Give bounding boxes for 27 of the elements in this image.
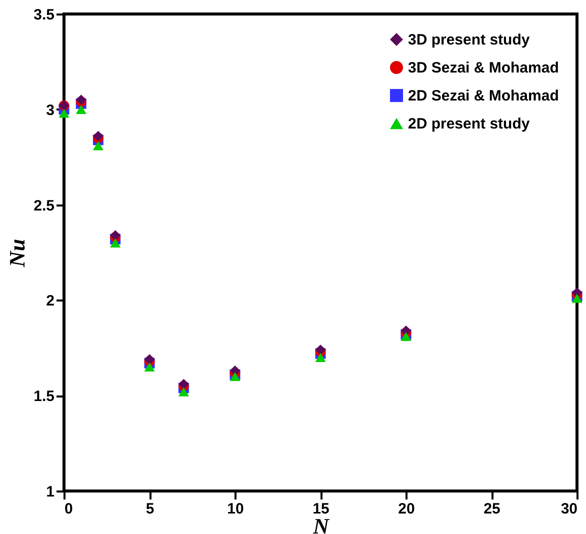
point — [230, 372, 240, 382]
point — [144, 362, 155, 372]
y-axis-title: Nu — [4, 238, 30, 268]
x-tick-label: 0 — [64, 500, 73, 518]
point — [315, 352, 326, 362]
point — [110, 238, 121, 248]
point — [178, 387, 189, 396]
x-tick-label: 20 — [398, 500, 415, 518]
x-tick-label: 10 — [227, 500, 244, 518]
point — [92, 141, 104, 150]
x-tick-label: 5 — [146, 500, 154, 518]
point — [400, 332, 412, 341]
legend-label: 3D Sezai & Mohamad — [408, 60, 559, 76]
point — [58, 108, 70, 118]
legend-label: 2D Sezai & Mohamad — [408, 88, 559, 104]
x-tick-label: 30 — [560, 500, 578, 518]
y-tick-label: 2.5 — [34, 197, 54, 214]
x-tick-label: 25 — [484, 500, 500, 518]
y-tick-label: 2 — [46, 292, 54, 310]
y-tick-label: 1 — [46, 484, 54, 500]
legend-label: 3D present study — [408, 32, 530, 48]
point — [572, 294, 582, 303]
point — [76, 104, 86, 114]
y-tick-label: 3 — [46, 102, 54, 119]
y-tick-label: 3.5 — [34, 6, 54, 24]
y-tick-label: 1.5 — [34, 388, 54, 406]
legend-label: 2D present study — [408, 116, 530, 132]
